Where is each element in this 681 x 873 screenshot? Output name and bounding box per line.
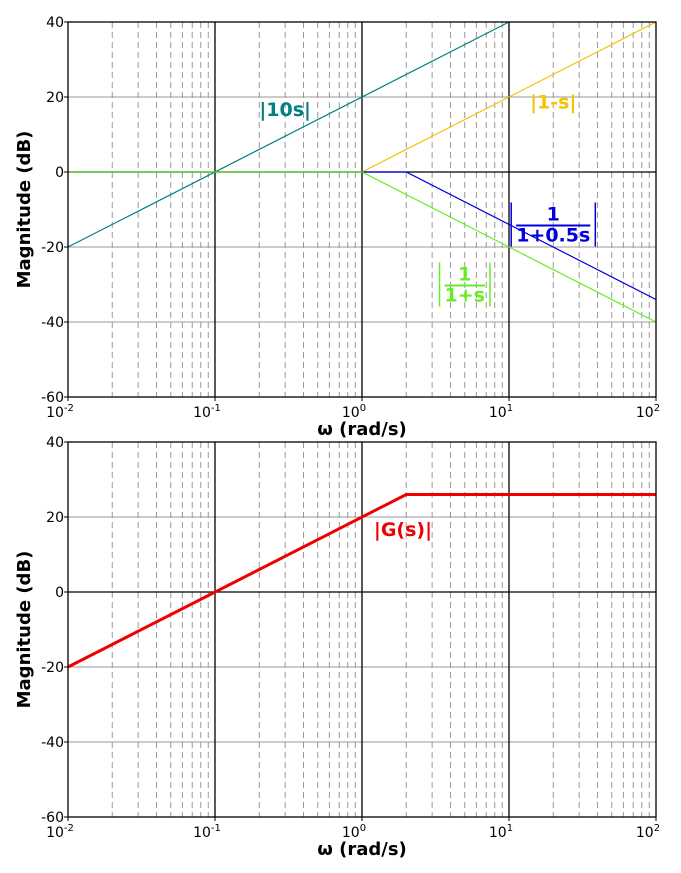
plot0-x-tick-label: 10-2 [46, 403, 74, 421]
plot0-x-tick-label: 102 [636, 403, 660, 421]
bottom-magnitude-plot: -60 -40 -20 0 20 40 10-2 10-1 100 101 102 ω (rad/s)… [14, 435, 660, 860]
plot1-y-tick-label: 0 [55, 585, 64, 601]
plot1-x-tick-label: 101 [489, 823, 513, 841]
plot1-x-tick-label: 102 [636, 823, 660, 841]
plot0-fraction-numerator: 1 [458, 264, 471, 286]
plot0-y-tick-label: -60 [41, 390, 64, 406]
plot1-y-axis-label: Magnitude (dB) [14, 551, 35, 709]
plot1-x-tick-label: 10-2 [46, 823, 74, 841]
plot0-x-tick-label: 101 [489, 403, 513, 421]
plot0-fraction-denominator: 1+s [445, 285, 485, 307]
plot0-y-tick-label: -20 [41, 240, 64, 256]
plot0-fraction-denominator: 1+0.5s [516, 225, 590, 247]
plot1-y-tick-label: 40 [46, 435, 64, 451]
plot0-y-tick-label: 0 [55, 165, 64, 181]
plot0-fraction-annotation-3: 11+s [438, 262, 491, 307]
plot0-y-tick-label: -40 [41, 315, 64, 331]
plot0-series-line-3 [68, 171, 657, 323]
plot0-series-line-1 [361, 21, 657, 173]
plot1-x-tick-label: 100 [342, 823, 366, 841]
plot1-y-tick-label: -40 [41, 735, 64, 751]
plot1-y-tick-label: -60 [41, 810, 64, 826]
plot0-y-axis-label: Magnitude (dB) [14, 131, 35, 289]
plot0-x-axis-label: ω (rad/s) [317, 419, 407, 440]
plot0-annotation-label-0: |10s| [259, 99, 311, 121]
plot0-annotation-label-1: |1-s| [530, 91, 576, 113]
plot1-x-tick-label: 10-1 [193, 823, 221, 841]
plot1-x-axis-label: ω (rad/s) [317, 839, 407, 860]
plot0-x-tick-label: 100 [342, 403, 366, 421]
plot1-y-tick-label: 20 [46, 510, 64, 526]
plot0-y-tick-label: 20 [46, 90, 64, 106]
plot1-annotation-label-0: |G(s)| [374, 519, 432, 541]
plot0-series-line-0 [67, 21, 510, 248]
plot0-fraction-annotation-2: 11+0.5s [510, 202, 597, 247]
plot0-y-tick-label: 40 [46, 15, 64, 31]
plot0-x-tick-label: 10-1 [193, 403, 221, 421]
plot1-series-line-0 [67, 493, 656, 669]
plot0-fraction-numerator: 1 [547, 204, 560, 226]
top-magnitude-plot: -60 -40 -20 0 20 40 10-2 10-1 100 101 102 ω (rad/s)… [14, 15, 660, 440]
plot1-y-tick-label: -20 [41, 660, 64, 676]
